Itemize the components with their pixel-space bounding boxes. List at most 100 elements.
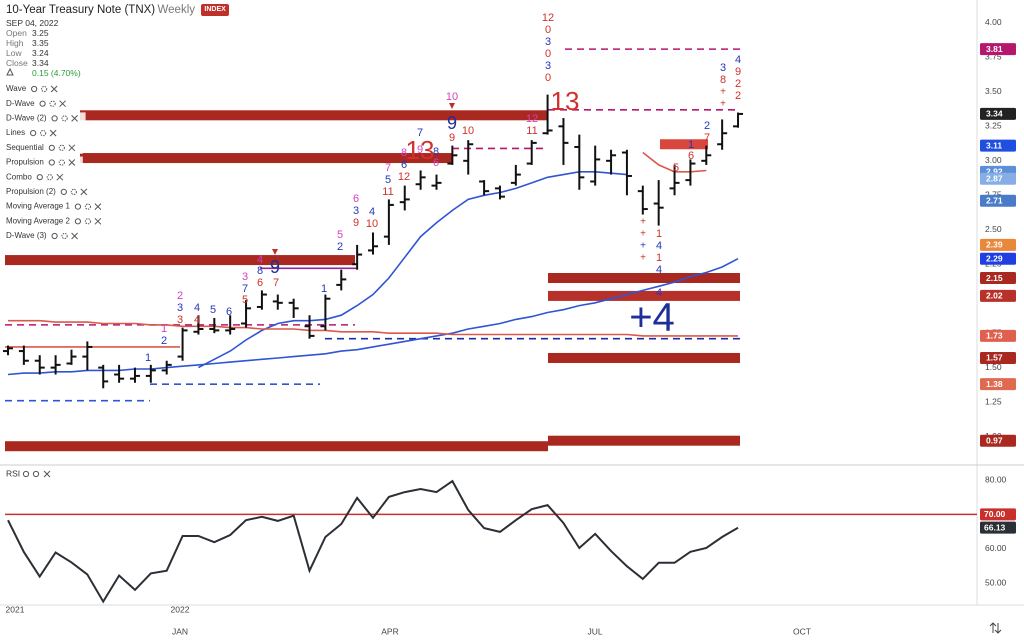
price-label-box [980, 252, 1016, 265]
level-band [548, 352, 740, 363]
eye-icon[interactable] [74, 218, 82, 225]
field-row: Low 3.24 [6, 48, 229, 58]
sequential-count: + [640, 217, 646, 228]
eye-icon[interactable] [60, 188, 67, 195]
x-tick-label: 2022 [171, 604, 190, 614]
sequential-count: 11 [526, 125, 537, 137]
close-icon[interactable] [59, 100, 66, 108]
sequential-count: 3 [720, 62, 726, 74]
y-tick-label: 60.00 [985, 543, 1007, 553]
field-value: 3.24 [32, 48, 49, 58]
sequential-count: 13 [551, 86, 580, 116]
sequential-count: 6 [226, 306, 232, 318]
close-icon[interactable] [49, 129, 57, 137]
sequential-count: 4 [194, 314, 200, 326]
signal-marker [449, 103, 455, 109]
level-band [80, 153, 452, 164]
indicator-name[interactable]: Lines [6, 128, 25, 137]
close-icon[interactable] [80, 188, 88, 196]
gear-icon[interactable] [70, 188, 77, 195]
close-icon[interactable] [50, 85, 58, 93]
sequential-count: 13 [406, 135, 435, 165]
indicator-name[interactable]: D-Wave (2) [6, 114, 47, 123]
sequential-count: 1 [145, 352, 151, 364]
gear-icon[interactable] [58, 159, 65, 166]
sequential-count: 2 [735, 78, 741, 90]
price-label: 1.57 [986, 353, 1003, 363]
close-icon[interactable] [71, 115, 78, 122]
sequential-count: 0 [545, 24, 551, 36]
close-icon[interactable] [71, 232, 78, 240]
eye-icon[interactable] [48, 144, 55, 151]
sequential-count: 2 [161, 335, 167, 347]
badge: INDEX [201, 4, 229, 16]
sequential-count: 5 [210, 304, 216, 316]
sequential-count: 8 [433, 146, 439, 158]
sequential-count: 9 [417, 144, 423, 156]
eye-icon[interactable] [30, 130, 37, 137]
indicator-name[interactable]: Moving Average 2 [6, 216, 70, 225]
sequential-count: 2 [177, 290, 183, 302]
price-label-box [980, 378, 1016, 391]
indicator-name[interactable]: D-Wave [6, 99, 35, 108]
sequential-count: 1 [321, 283, 327, 295]
gear-icon[interactable] [46, 174, 53, 181]
indicator-name[interactable]: Propulsion [6, 158, 44, 167]
interval[interactable]: Weekly [157, 4, 196, 16]
price-label: 2.39 [986, 240, 1003, 250]
sequential-count: 3 [545, 36, 551, 48]
indicator-name[interactable]: Propulsion (2) [6, 187, 56, 196]
indicator-name[interactable]: Wave [6, 84, 27, 93]
gear-icon[interactable] [58, 144, 65, 151]
close-icon[interactable] [94, 217, 102, 225]
gear-icon[interactable] [41, 85, 48, 93]
eye-icon[interactable] [51, 232, 58, 240]
eye-icon[interactable] [48, 159, 55, 166]
price-label-box [980, 194, 1016, 207]
indicator-bg [3, 141, 83, 154]
indicator-bg [3, 156, 83, 169]
sequential-count: 6 [688, 150, 694, 162]
level-band [80, 110, 548, 121]
sequential-count: 4 [656, 264, 662, 276]
sequential-count: 5 [385, 174, 391, 186]
level-band [5, 441, 548, 452]
moving-average [8, 319, 738, 337]
price-label-box [980, 329, 1016, 342]
scale-toggle[interactable] [989, 622, 1002, 634]
close-icon[interactable] [56, 173, 64, 181]
sequential-count: 1 [656, 252, 662, 264]
gear-icon[interactable] [84, 218, 92, 225]
panel-icon[interactable] [22, 470, 30, 478]
gear-icon[interactable] [84, 203, 92, 210]
gear-icon[interactable] [40, 130, 47, 137]
field-row: Close 3.34 [6, 58, 229, 68]
eye-icon[interactable] [74, 203, 82, 210]
level-band [548, 435, 740, 446]
indicator-bg [3, 185, 95, 198]
moving-average [7, 257, 739, 376]
indicator-name[interactable]: Moving Average 1 [6, 202, 70, 211]
close-icon[interactable] [68, 159, 76, 166]
eye-icon[interactable] [39, 100, 46, 107]
sequential-count: 4 [656, 240, 662, 252]
gear-icon[interactable] [61, 232, 68, 240]
indicator-name[interactable]: Combo [6, 172, 32, 181]
sequential-count: 6 [433, 157, 439, 169]
x-tick-label: JUL [587, 626, 602, 636]
close-icon[interactable] [68, 144, 76, 152]
eye-icon[interactable] [51, 115, 58, 122]
panel-icon[interactable] [43, 470, 51, 478]
indicator-name[interactable]: Sequential [6, 143, 44, 152]
gear-icon[interactable] [49, 100, 56, 107]
gear-icon[interactable] [61, 115, 68, 122]
sequential-count: 5 [242, 294, 248, 306]
eye-icon[interactable] [31, 85, 38, 93]
sequential-count: 0 [545, 72, 551, 84]
panel-icon[interactable] [32, 470, 40, 478]
close-icon[interactable] [94, 203, 102, 210]
indicator-name[interactable]: D-Wave (3) [6, 231, 47, 240]
sequential-count: 1 [161, 323, 167, 335]
price-label: 3.11 [986, 140, 1002, 150]
eye-icon[interactable] [36, 174, 43, 181]
